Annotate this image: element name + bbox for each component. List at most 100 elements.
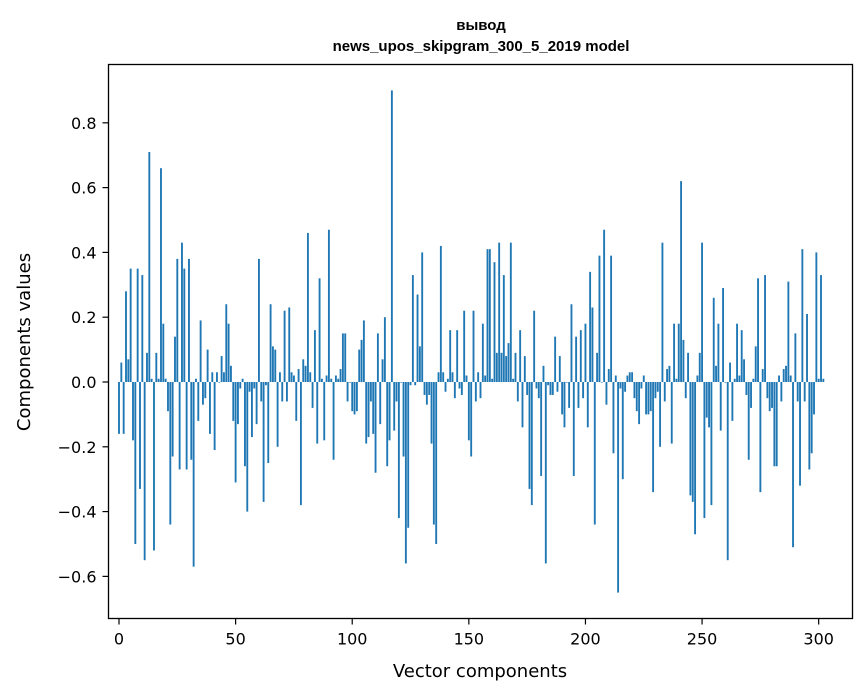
bar [192, 382, 195, 567]
bar [379, 382, 382, 425]
bar [752, 378, 755, 382]
bar [715, 365, 717, 382]
bar [407, 382, 410, 528]
bar [155, 352, 158, 382]
bar [782, 369, 785, 382]
bar [719, 382, 722, 431]
bar [556, 382, 559, 392]
bar [313, 330, 316, 382]
bar [435, 382, 438, 544]
bar [367, 382, 370, 438]
bar [488, 249, 491, 382]
bar [400, 382, 403, 383]
y-axis-label: Components values [14, 253, 35, 431]
bar [731, 382, 734, 421]
bar [799, 382, 801, 486]
bar [120, 362, 123, 382]
bar [593, 382, 596, 525]
bar [174, 336, 176, 382]
bar [565, 382, 568, 383]
bar [414, 382, 417, 386]
bar [778, 375, 780, 382]
bar [680, 181, 683, 382]
bar [645, 382, 648, 415]
bar [164, 378, 167, 382]
bar [495, 352, 498, 382]
bar [526, 382, 529, 395]
bar [561, 382, 564, 415]
bar [271, 346, 274, 382]
bar [740, 330, 743, 382]
bar [325, 375, 328, 382]
y-tick-label: 0.2 [71, 308, 96, 327]
bar [479, 382, 482, 399]
bar [383, 317, 386, 382]
bar [780, 382, 783, 402]
bar [614, 375, 617, 382]
bar [558, 356, 561, 382]
x-axis-label: Vector components [393, 661, 567, 682]
x-tick-label: 200 [570, 630, 601, 649]
bar [260, 382, 263, 402]
bar [160, 168, 162, 382]
bar [642, 375, 645, 382]
y-axis-ticks: −0.6 −0.4 −0.2 0.0 0.2 0.4 0.6 0.8 [58, 114, 109, 586]
bar [694, 382, 697, 535]
bar [705, 382, 708, 418]
bar [787, 281, 790, 382]
bar [430, 382, 433, 444]
bar [537, 382, 540, 399]
bar [689, 382, 692, 496]
bar [675, 378, 678, 382]
bar [822, 378, 825, 382]
bar [330, 378, 333, 382]
bar [395, 382, 398, 402]
bar [521, 382, 524, 428]
bar [225, 304, 228, 382]
bar [281, 382, 284, 402]
bar [248, 382, 251, 392]
bar [288, 307, 291, 382]
bar [549, 382, 552, 395]
bar [596, 352, 599, 382]
bar [323, 382, 326, 441]
bar [652, 382, 655, 493]
bar [202, 382, 204, 405]
bar [738, 375, 741, 382]
bar [659, 382, 662, 447]
bar [687, 352, 690, 382]
bar [251, 382, 253, 438]
bar [729, 362, 731, 382]
bar [789, 375, 792, 382]
bar [813, 382, 815, 415]
bar [656, 382, 659, 392]
bar [428, 382, 431, 395]
bar [432, 382, 435, 525]
bar [197, 382, 200, 421]
bar [530, 382, 533, 506]
bar [376, 333, 379, 382]
bar [444, 382, 447, 392]
bar [610, 255, 613, 382]
bar [654, 382, 657, 399]
bar [199, 320, 202, 382]
bar [512, 378, 515, 382]
x-tick-label: 300 [803, 630, 834, 649]
bar [332, 382, 335, 460]
bar [171, 382, 174, 457]
bar [794, 333, 797, 382]
x-tick-label: 150 [454, 630, 485, 649]
bar [402, 382, 405, 457]
bar [465, 375, 468, 382]
x-tick-label: 250 [687, 630, 718, 649]
bar [691, 382, 694, 502]
bar [563, 382, 566, 428]
bar [502, 275, 505, 382]
bar [185, 382, 188, 470]
bar [341, 333, 344, 382]
bar [206, 349, 209, 382]
bar [146, 352, 148, 382]
bar [292, 375, 295, 382]
bar [278, 372, 281, 382]
